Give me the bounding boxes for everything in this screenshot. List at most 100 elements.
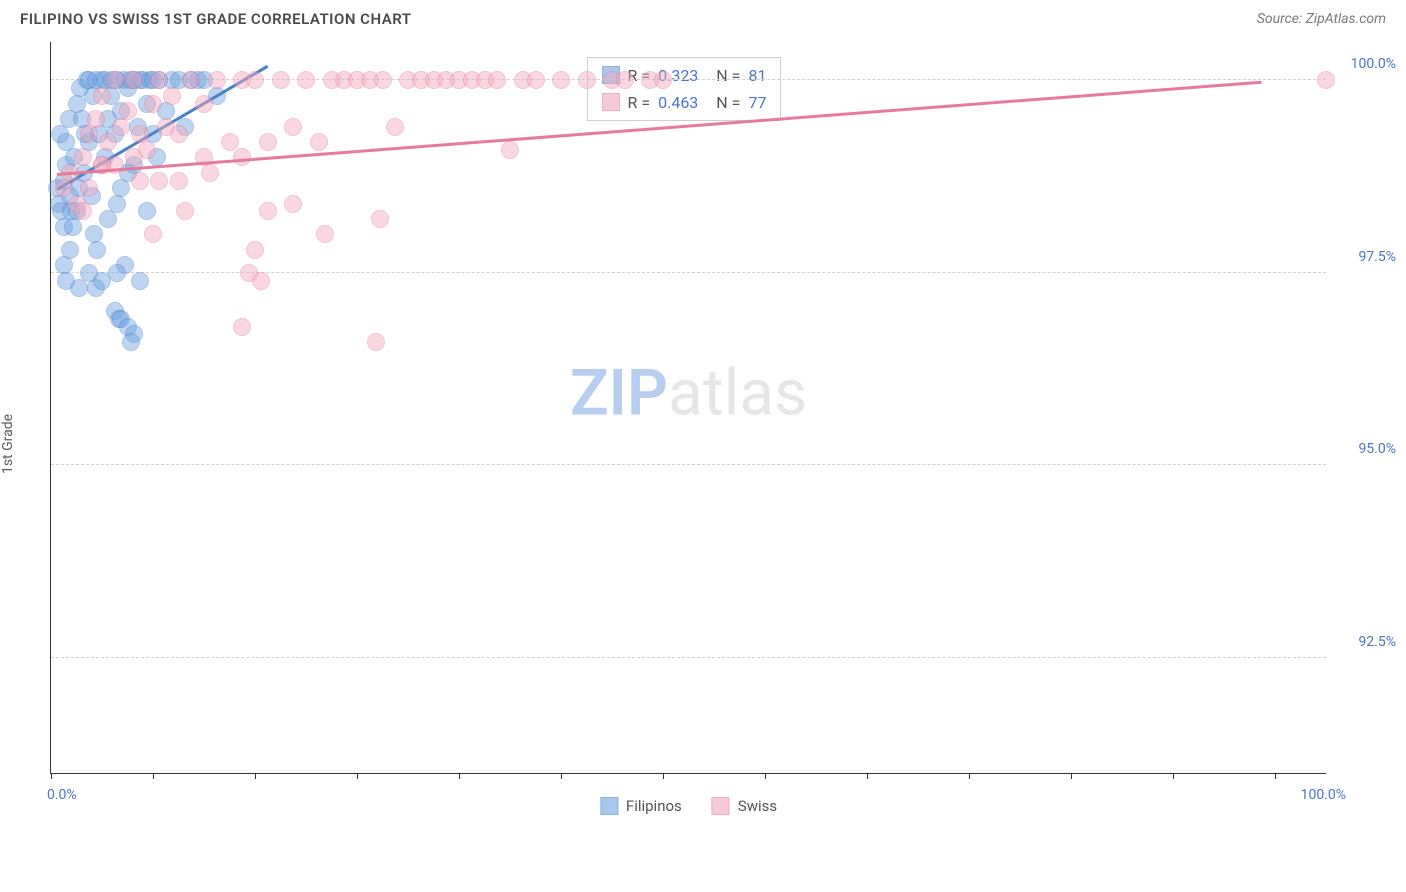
stats-row: R = 0.463 N = 77 xyxy=(588,89,781,116)
data-point xyxy=(1317,71,1335,89)
data-point xyxy=(527,71,545,89)
data-point xyxy=(112,118,130,136)
n-value: 81 xyxy=(748,66,766,85)
data-point xyxy=(182,71,200,89)
n-value: 77 xyxy=(748,93,766,112)
data-point xyxy=(108,195,126,213)
y-tick-label: 100.0% xyxy=(1336,56,1396,72)
data-point xyxy=(93,272,111,290)
data-point xyxy=(57,272,75,290)
data-point xyxy=(616,71,634,89)
data-point xyxy=(144,225,162,243)
data-point xyxy=(112,179,130,197)
data-point xyxy=(150,71,168,89)
data-point xyxy=(125,71,143,89)
x-tick-mark xyxy=(357,773,358,779)
chart-container: 1st Grade ZIPatlas R =0.323N =81R =0.463… xyxy=(0,34,1406,854)
data-point xyxy=(310,133,328,151)
data-point xyxy=(654,71,672,89)
data-point xyxy=(64,218,82,236)
data-point xyxy=(93,87,111,105)
r-value: 0.463 xyxy=(658,93,698,112)
x-tick-mark xyxy=(765,773,766,779)
data-point xyxy=(208,71,226,89)
legend-item-swiss: Swiss xyxy=(712,797,777,815)
watermark: ZIPatlas xyxy=(570,355,807,430)
data-point xyxy=(259,133,277,151)
x-axis-end-label: 100.0% xyxy=(1301,787,1346,803)
x-tick-mark xyxy=(459,773,460,779)
n-label: N = xyxy=(716,66,740,85)
data-point xyxy=(272,71,290,89)
x-axis-start-label: 0.0% xyxy=(47,787,77,803)
data-point xyxy=(201,164,219,182)
data-point xyxy=(138,202,156,220)
data-point xyxy=(150,172,168,190)
data-point xyxy=(74,202,92,220)
x-tick-mark xyxy=(51,773,52,779)
y-tick-label: 95.0% xyxy=(1336,441,1396,457)
x-tick-mark xyxy=(1173,773,1174,779)
data-point xyxy=(284,118,302,136)
data-point xyxy=(578,71,596,89)
legend-swatch-filipinos xyxy=(600,797,618,815)
plot-area: ZIPatlas R =0.323N =81R =0.463N =77 Fili… xyxy=(50,42,1326,774)
data-point xyxy=(552,71,570,89)
data-point xyxy=(316,225,334,243)
data-point xyxy=(99,210,117,228)
data-point xyxy=(131,272,149,290)
x-tick-mark xyxy=(255,773,256,779)
data-point xyxy=(163,87,181,105)
x-tick-mark xyxy=(663,773,664,779)
legend-label: Filipinos xyxy=(626,797,682,815)
data-point xyxy=(386,118,404,136)
data-point xyxy=(246,71,264,89)
legend-swatch-swiss xyxy=(712,797,730,815)
y-tick-label: 97.5% xyxy=(1336,249,1396,265)
data-point xyxy=(61,241,79,259)
data-point xyxy=(80,179,98,197)
data-point xyxy=(297,71,315,89)
data-point xyxy=(195,95,213,113)
data-point xyxy=(138,141,156,159)
data-point xyxy=(131,172,149,190)
data-point xyxy=(501,141,519,159)
data-point xyxy=(144,95,162,113)
legend: Filipinos Swiss xyxy=(600,797,777,815)
y-axis-label: 1st Grade xyxy=(0,414,16,474)
data-point xyxy=(122,333,140,351)
x-tick-mark xyxy=(153,773,154,779)
data-point xyxy=(170,172,188,190)
data-point xyxy=(87,110,105,128)
data-point xyxy=(374,71,392,89)
data-point xyxy=(284,195,302,213)
n-label: N = xyxy=(716,93,740,112)
data-point xyxy=(233,318,251,336)
data-point xyxy=(88,241,106,259)
data-point xyxy=(170,125,188,143)
x-tick-mark xyxy=(1275,773,1276,779)
data-point xyxy=(74,148,92,166)
data-point xyxy=(259,202,277,220)
data-point xyxy=(367,333,385,351)
data-point xyxy=(51,125,69,143)
y-tick-label: 92.5% xyxy=(1336,634,1396,650)
data-point xyxy=(246,241,264,259)
data-point xyxy=(371,210,389,228)
legend-label: Swiss xyxy=(738,797,777,815)
x-tick-mark xyxy=(1071,773,1072,779)
chart-title: FILIPINO VS SWISS 1ST GRADE CORRELATION … xyxy=(20,10,412,28)
data-point xyxy=(106,71,124,89)
data-point xyxy=(488,71,506,89)
data-point xyxy=(80,125,98,143)
data-point xyxy=(99,133,117,151)
gridline xyxy=(51,657,1326,658)
r-label: R = xyxy=(628,93,651,112)
data-point xyxy=(252,272,270,290)
gridline xyxy=(51,464,1326,465)
source-label: Source: ZipAtlas.com xyxy=(1257,11,1386,27)
data-point xyxy=(221,133,239,151)
watermark-zip: ZIP xyxy=(570,355,668,430)
data-point xyxy=(176,202,194,220)
stats-swatch xyxy=(602,93,620,111)
